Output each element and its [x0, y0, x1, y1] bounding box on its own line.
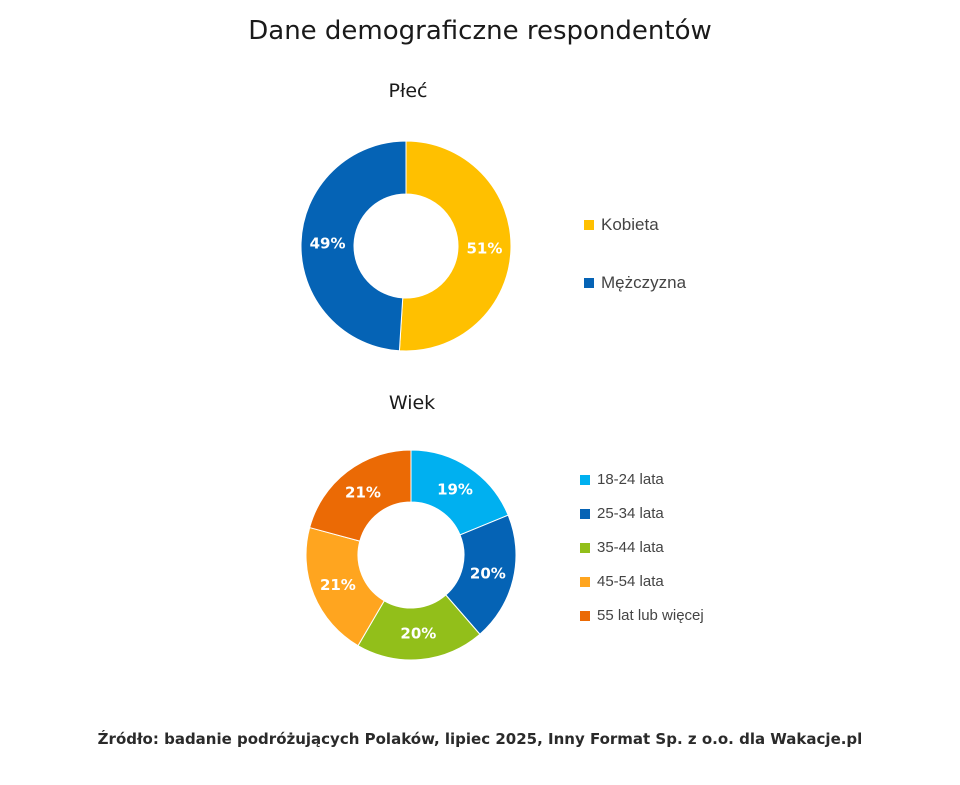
age-slice-55-lat-lub-wiecej — [309, 449, 412, 542]
age-chart-title: Wiek — [388, 392, 436, 414]
age-label-35-44-lata: 20% — [400, 625, 436, 643]
gender-legend-item-kobieta: Kobieta — [584, 215, 659, 235]
age-legend-item-35-44-lata: 35-44 lata — [580, 539, 664, 556]
age-legend-label: 45-54 lata — [597, 573, 664, 590]
age-legend-item-55-lat-lub-wiecej: 55 lat lub więcej — [580, 607, 704, 624]
age-legend-swatch — [580, 474, 590, 485]
source-footnote: Źródło: badanie podróżujących Polaków, l… — [97, 730, 863, 748]
gender-legend-swatch — [584, 220, 594, 230]
gender-legend-item-mezczyzna: Mężczyzna — [584, 273, 686, 293]
gender-slice-mezczyzna — [300, 140, 407, 352]
gender-label-mezczyzna: 49% — [310, 235, 346, 253]
age-slice-25-34-lata — [445, 514, 517, 635]
age-legend-item-45-54-lata: 45-54 lata — [580, 573, 664, 590]
age-label-45-54-lata: 21% — [320, 576, 356, 594]
gender-label-kobieta: 51% — [467, 239, 503, 257]
age-label-18-24-lata: 19% — [437, 480, 473, 498]
age-legend-item-18-24-lata: 18-24 lata — [580, 471, 664, 488]
age-legend-label: 55 lat lub więcej — [597, 607, 704, 624]
age-legend-label: 25-34 lata — [597, 505, 664, 522]
age-legend-swatch — [580, 508, 590, 519]
age-legend-label: 18-24 lata — [597, 471, 664, 488]
age-legend-label: 35-44 lata — [597, 539, 664, 556]
age-legend-item-25-34-lata: 25-34 lata — [580, 505, 664, 522]
gender-legend-swatch — [584, 278, 594, 288]
age-legend-swatch — [580, 576, 590, 587]
age-slice-45-54-lata — [305, 526, 385, 647]
gender-chart-title: Płeć — [388, 80, 428, 102]
age-legend-swatch — [580, 542, 590, 553]
main-title: Dane demograficzne respondentów — [248, 16, 712, 46]
age-label-55-lat-lub-wiecej: 21% — [345, 483, 381, 501]
age-slice-35-44-lata — [357, 594, 481, 661]
gender-legend-label: Mężczyzna — [601, 273, 687, 292]
age-legend-swatch — [580, 610, 590, 621]
gender-legend-label: Kobieta — [601, 215, 659, 234]
gender-slice-kobieta — [398, 140, 512, 352]
age-label-25-34-lata: 20% — [470, 564, 506, 582]
